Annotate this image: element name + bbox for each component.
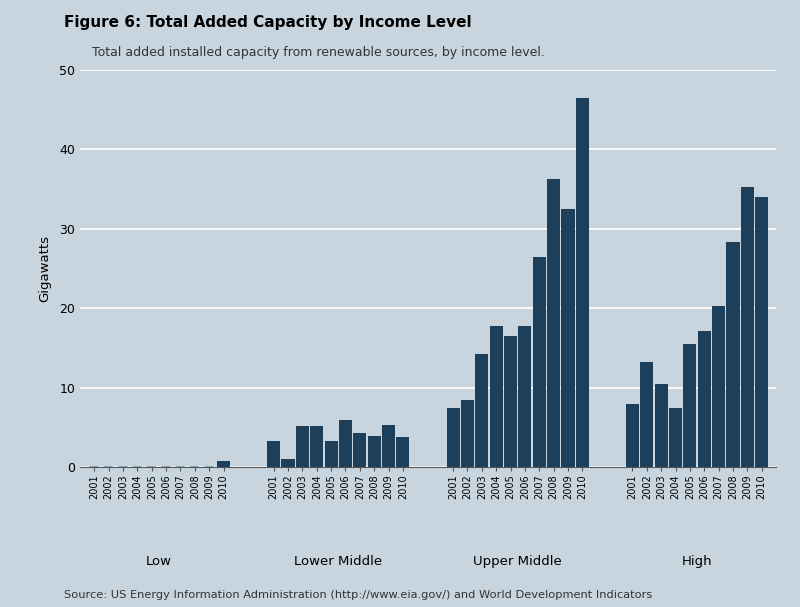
Bar: [669, 408, 682, 467]
Bar: [310, 426, 323, 467]
Bar: [562, 209, 574, 467]
Text: Total added installed capacity from renewable sources, by income level.: Total added installed capacity from rene…: [92, 46, 545, 58]
Bar: [367, 436, 381, 467]
Bar: [396, 437, 410, 467]
Bar: [446, 408, 460, 467]
Text: Figure 6: Total Added Capacity by Income Level: Figure 6: Total Added Capacity by Income…: [64, 15, 472, 30]
Bar: [296, 426, 309, 467]
Text: Low: Low: [146, 555, 172, 568]
Bar: [282, 459, 294, 467]
Bar: [726, 242, 739, 467]
Text: Source: US Energy Information Administration (http://www.eia.gov/) and World Dev: Source: US Energy Information Administra…: [64, 590, 652, 600]
Bar: [576, 98, 589, 467]
Bar: [504, 336, 517, 467]
Bar: [382, 426, 395, 467]
Bar: [267, 441, 280, 467]
Bar: [741, 188, 754, 467]
Text: Upper Middle: Upper Middle: [474, 555, 562, 568]
Text: High: High: [682, 555, 712, 568]
Bar: [547, 178, 560, 467]
Bar: [683, 344, 697, 467]
Bar: [698, 331, 711, 467]
Bar: [755, 197, 768, 467]
Text: Lower Middle: Lower Middle: [294, 555, 382, 568]
Bar: [490, 326, 502, 467]
Bar: [339, 419, 352, 467]
Bar: [626, 404, 639, 467]
Bar: [640, 362, 654, 467]
Bar: [354, 433, 366, 467]
Y-axis label: Gigawatts: Gigawatts: [38, 235, 51, 302]
Bar: [461, 400, 474, 467]
Bar: [712, 306, 725, 467]
Bar: [475, 354, 489, 467]
Bar: [654, 384, 668, 467]
Bar: [325, 441, 338, 467]
Bar: [217, 461, 230, 467]
Bar: [518, 326, 531, 467]
Bar: [533, 257, 546, 467]
